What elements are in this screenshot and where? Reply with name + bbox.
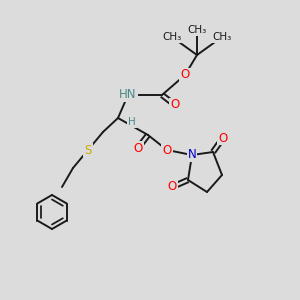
Text: O: O [170, 98, 180, 112]
Text: H: H [128, 117, 136, 127]
Text: O: O [218, 131, 228, 145]
Text: O: O [167, 181, 177, 194]
Text: S: S [84, 143, 92, 157]
Text: O: O [162, 143, 172, 157]
Text: N: N [188, 148, 196, 161]
Text: O: O [180, 68, 190, 82]
Text: CH₃: CH₃ [162, 32, 182, 42]
Text: O: O [134, 142, 142, 154]
Text: CH₃: CH₃ [188, 25, 207, 35]
Text: CH₃: CH₃ [212, 32, 232, 42]
Text: HN: HN [119, 88, 137, 101]
